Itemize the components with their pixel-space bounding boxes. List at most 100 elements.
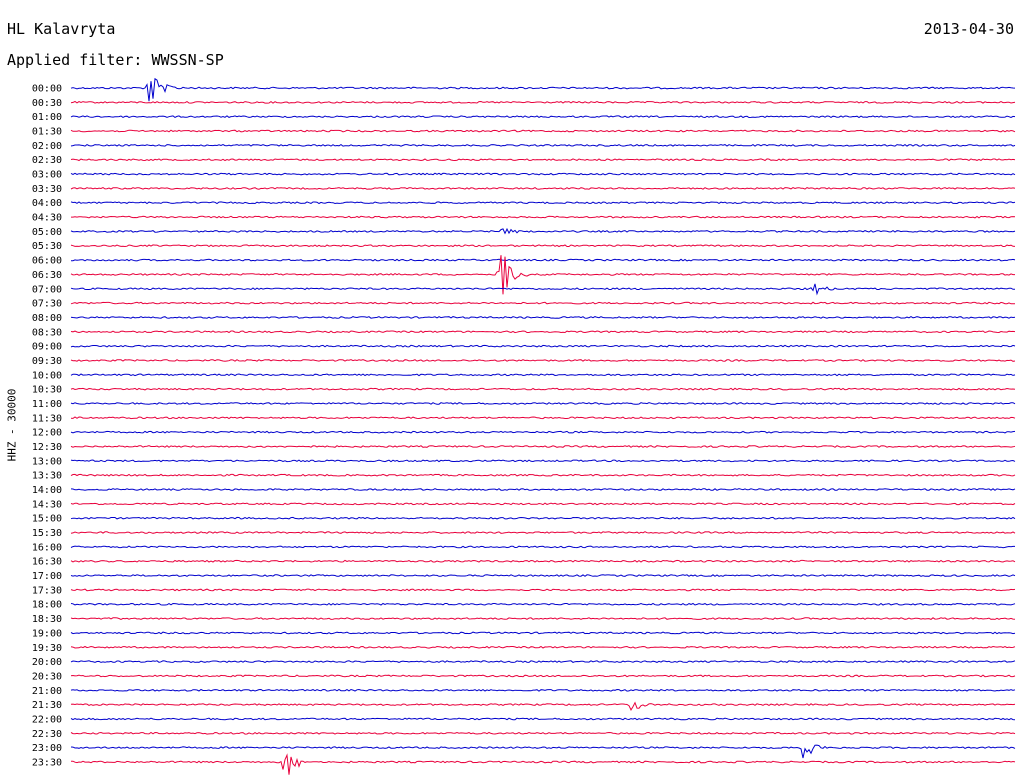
seismic-trace [70,255,1015,295]
station-name: HL Kalavryta [7,20,116,38]
seismic-trace [70,301,1016,305]
seismic-trace [70,201,1016,205]
seismic-trace [70,473,1016,477]
row-time-label: 06:00 [32,256,62,267]
row-time-label: 23:00 [32,743,62,754]
seismic-trace [70,330,1016,334]
seismic-trace [70,387,1016,391]
seismic-trace [70,631,1016,635]
row-time-label: 02:00 [32,141,62,152]
seismic-trace [70,187,1016,190]
row-time-label: 12:30 [32,442,62,453]
record-date: 2013-04-30 [923,20,1014,38]
row-time-label: 23:30 [32,757,62,768]
row-time-label: 03:30 [32,184,62,195]
seismic-trace [70,100,1016,104]
row-time-label: 02:30 [32,155,62,166]
seismic-trace [70,645,1016,649]
seismic-trace [70,459,1016,463]
row-time-label: 12:00 [32,428,62,439]
applied-filter: Applied filter: WWSSN-SP [7,51,224,69]
row-time-label: 15:00 [32,514,62,525]
seismic-trace [70,674,1016,678]
row-time-label: 16:00 [32,542,62,553]
seismic-trace [70,588,1016,592]
row-time-label: 20:30 [32,671,62,682]
seismic-trace [70,129,1016,133]
row-time-label: 03:00 [32,170,62,181]
row-time-label: 07:30 [32,299,62,310]
row-time-label: 17:00 [32,571,62,582]
seismic-trace [70,701,1016,711]
row-time-label: 10:00 [32,370,62,381]
row-time-label: 04:00 [32,198,62,209]
row-time-label: 13:00 [32,456,62,467]
seismic-trace [70,227,1016,235]
row-time-label: 00:00 [32,84,62,95]
seismic-trace [70,717,1016,721]
seismic-trace [71,215,1016,219]
seismic-trace [70,77,1016,102]
row-time-label: 18:00 [32,600,62,611]
seismic-trace [70,172,1016,176]
seismic-trace [70,688,1016,692]
row-time-label: 05:30 [32,241,62,252]
row-time-label: 13:30 [32,471,62,482]
seismic-trace [70,143,1016,147]
seismic-trace [70,115,1016,119]
row-time-label: 22:30 [32,729,62,740]
seismic-trace [70,416,1016,420]
seismic-trace [70,445,1016,448]
seismic-trace [70,502,1016,506]
row-time-label: 08:30 [32,327,62,338]
row-time-label: 18:30 [32,614,62,625]
row-time-label: 10:30 [32,385,62,396]
row-time-label: 21:30 [32,700,62,711]
row-time-label: 04:30 [32,213,62,224]
seismic-trace [70,344,1016,348]
seismic-trace [71,258,1016,262]
seismic-trace [70,430,1016,434]
row-time-label: 14:00 [32,485,62,496]
row-time-label: 11:30 [32,413,62,424]
row-time-label: 09:00 [32,342,62,353]
seismic-trace [70,359,1016,362]
row-time-label: 05:00 [32,227,62,238]
seismic-trace [70,602,1016,606]
seismic-trace [70,617,1016,620]
row-time-label: 01:00 [32,112,62,123]
row-time-label: 06:30 [32,270,62,281]
row-time-label: 16:30 [32,557,62,568]
seismic-trace [70,559,1016,563]
row-time-label: 17:30 [32,585,62,596]
seismic-trace [70,244,1016,248]
seismic-trace [70,731,1016,735]
seismic-trace [70,531,1016,534]
row-time-label: 14:30 [32,499,62,510]
seismic-trace [70,316,1016,319]
seismic-trace [70,660,1016,663]
row-time-label: 22:00 [32,714,62,725]
seismic-trace [70,283,1016,296]
seismic-trace [70,488,1016,491]
seismic-trace [70,744,1016,759]
row-time-label: 15:30 [32,528,62,539]
row-time-label: 11:00 [32,399,62,410]
row-time-label: 19:00 [32,628,62,639]
seismic-trace [70,545,1015,549]
seismic-trace [70,574,1016,577]
row-time-label: 00:30 [32,98,62,109]
row-time-label: 19:30 [32,643,62,654]
row-time-label: 09:30 [32,356,62,367]
row-time-label: 08:00 [32,313,62,324]
row-time-label: 01:30 [32,127,62,138]
row-time-label: 21:00 [32,686,62,697]
row-time-label: 20:00 [32,657,62,668]
seismic-trace [70,158,1016,162]
seismic-trace [70,516,1016,520]
seismic-trace [70,373,1016,377]
seismic-trace [70,753,1016,775]
seismic-trace [70,402,1016,405]
row-time-label: 07:00 [32,284,62,295]
